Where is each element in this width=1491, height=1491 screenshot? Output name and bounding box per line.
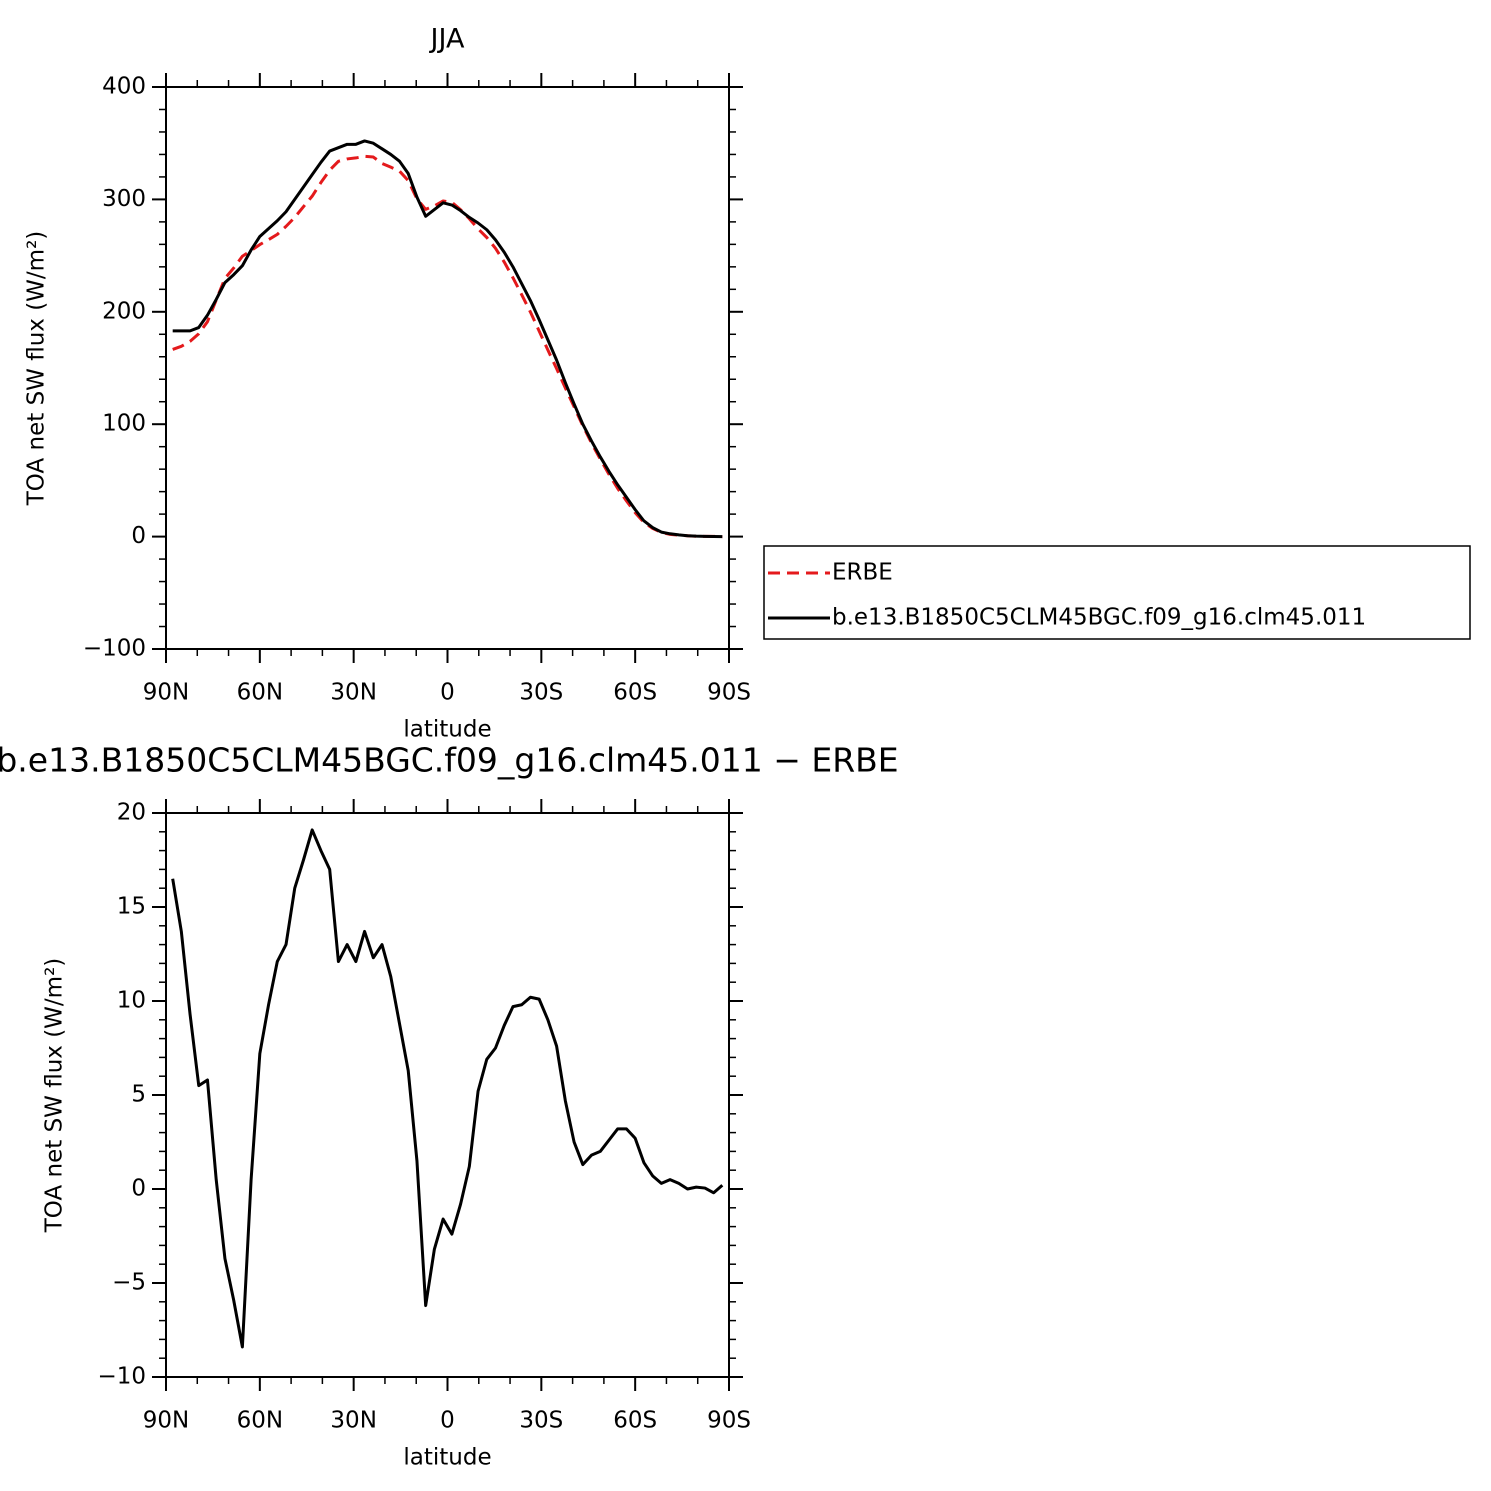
chart-title: JJA	[429, 24, 465, 55]
x-tick-label: 60S	[613, 1408, 657, 1434]
y-tick-label: 20	[117, 800, 146, 826]
chart-title: b.e13.B1850C5CLM45BGC.f09_g16.clm45.011 …	[0, 741, 899, 780]
x-tick-label: 30S	[519, 1408, 563, 1434]
plot-frame	[165, 86, 730, 650]
x-tick-label: 90N	[143, 680, 189, 706]
y-tick-label: 300	[102, 186, 146, 212]
y-tick-label: 400	[102, 74, 146, 100]
y-tick-label: 5	[131, 1082, 146, 1108]
y-tick-label: 15	[117, 894, 146, 920]
y-tick-label: −5	[112, 1270, 146, 1296]
y-tick-label: 0	[131, 523, 146, 549]
y-tick-label: −100	[83, 636, 146, 662]
y-tick-label: 100	[102, 411, 146, 437]
y-tick-label: 10	[117, 988, 146, 1014]
x-axis-label: latitude	[403, 717, 491, 743]
x-tick-label: 30N	[330, 680, 376, 706]
legend-label: ERBE	[832, 560, 893, 586]
x-tick-label: 90N	[143, 1408, 189, 1434]
x-tick-label: 0	[440, 680, 455, 706]
plot-frame	[165, 812, 730, 1378]
x-tick-label: 90S	[707, 680, 751, 706]
data-line	[171, 828, 724, 1349]
x-tick-label: 60N	[237, 680, 283, 706]
x-tick-label: 60S	[613, 680, 657, 706]
y-axis-label: TOA net SW flux (W/m²)	[24, 231, 50, 507]
x-tick-label: 0	[440, 1408, 455, 1434]
data-line	[172, 154, 723, 539]
x-tick-label: 90S	[707, 1408, 751, 1434]
y-tick-label: 200	[102, 298, 146, 324]
y-tick-label: −10	[97, 1364, 146, 1390]
legend-box	[763, 545, 1471, 640]
x-tick-label: 30S	[519, 680, 563, 706]
x-tick-label: 30N	[330, 1408, 376, 1434]
x-axis-label: latitude	[403, 1445, 491, 1471]
legend-label: b.e13.B1850C5CLM45BGC.f09_g16.clm45.011	[832, 605, 1366, 631]
data-line	[172, 139, 723, 539]
x-tick-label: 60N	[237, 1408, 283, 1434]
y-axis-label: TOA net SW flux (W/m²)	[42, 958, 68, 1234]
y-tick-label: 0	[131, 1176, 146, 1202]
